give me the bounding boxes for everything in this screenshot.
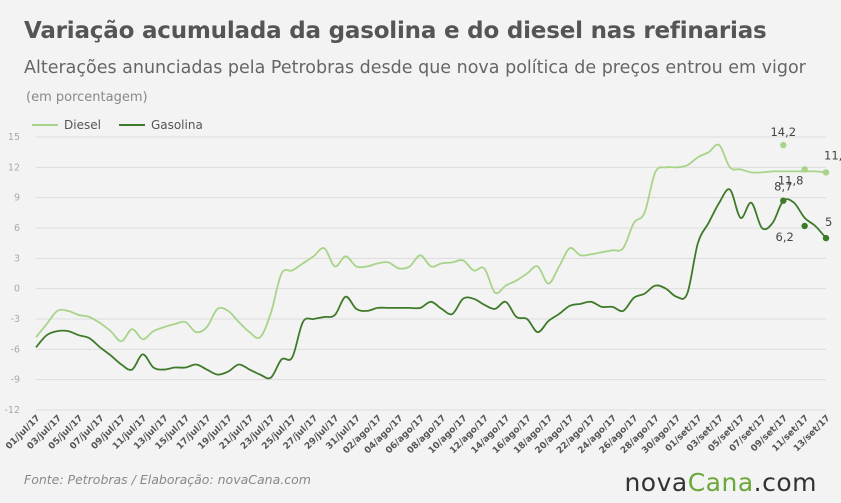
y-tick-label: 0 xyxy=(14,284,20,295)
data-point-gasolina xyxy=(801,222,808,230)
y-tick-label: 15 xyxy=(8,132,20,143)
logo-accent: Cana xyxy=(687,468,754,497)
x-axis-ticks: 01/jul/1703/jul/1705/jul/1707/jul/1709/j… xyxy=(4,414,832,457)
y-tick-label: 12 xyxy=(8,162,20,173)
legend-label-gasolina: Gasolina xyxy=(150,118,203,132)
y-tick-label: -3 xyxy=(11,314,20,325)
chart-subtitle: Alterações anunciadas pela Petrobras des… xyxy=(24,58,806,78)
series-line-diesel xyxy=(35,143,827,343)
legend-item-diesel: Diesel xyxy=(32,118,101,132)
y-tick-label: 3 xyxy=(14,253,20,264)
y-tick-label: 6 xyxy=(14,223,20,234)
grid-lines xyxy=(36,136,826,411)
data-label: 14,2 xyxy=(770,125,796,139)
data-point-gasolina xyxy=(780,197,787,204)
data-label: 11,5 xyxy=(824,148,841,162)
logo-suffix: .com xyxy=(753,468,817,497)
series-line-gasolina xyxy=(35,188,827,380)
legend-label-diesel: Diesel xyxy=(64,118,101,132)
data-point-gasolina xyxy=(822,234,830,242)
y-tick-label: -12 xyxy=(4,405,20,416)
source-footer: Fonte: Petrobras / Elaboração: novaCana.… xyxy=(24,472,311,487)
data-label: 5 xyxy=(825,215,832,229)
series-lines xyxy=(35,143,827,380)
y-tick-label: -6 xyxy=(11,344,20,355)
y-axis-ticks: 15 12 9 6 3 0 -3 -6 -9 -12 xyxy=(4,132,20,416)
unit-note: (em porcentagem) xyxy=(26,90,148,105)
y-tick-label: -9 xyxy=(11,375,20,386)
y-tick-label: 9 xyxy=(14,193,20,204)
legend-item-gasolina: Gasolina xyxy=(118,118,203,132)
legend: Diesel Gasolina xyxy=(32,118,221,132)
data-label: 11,8 xyxy=(778,173,804,187)
data-point-diesel xyxy=(780,141,787,149)
novacana-logo: novaCana.com xyxy=(624,468,817,497)
legend-swatch-diesel xyxy=(32,124,58,126)
data-label: 8,7 xyxy=(774,180,792,194)
legend-swatch-gasolina xyxy=(118,124,145,126)
data-labels: 14,2 11,8 11,5 8,7 6,2 5 xyxy=(770,125,841,244)
logo-main: nova xyxy=(624,468,688,497)
data-point-diesel xyxy=(822,169,830,176)
data-point-diesel xyxy=(801,166,808,173)
chart-title: Variação acumulada da gasolina e do dies… xyxy=(24,18,767,44)
data-label: 6,2 xyxy=(776,230,794,244)
